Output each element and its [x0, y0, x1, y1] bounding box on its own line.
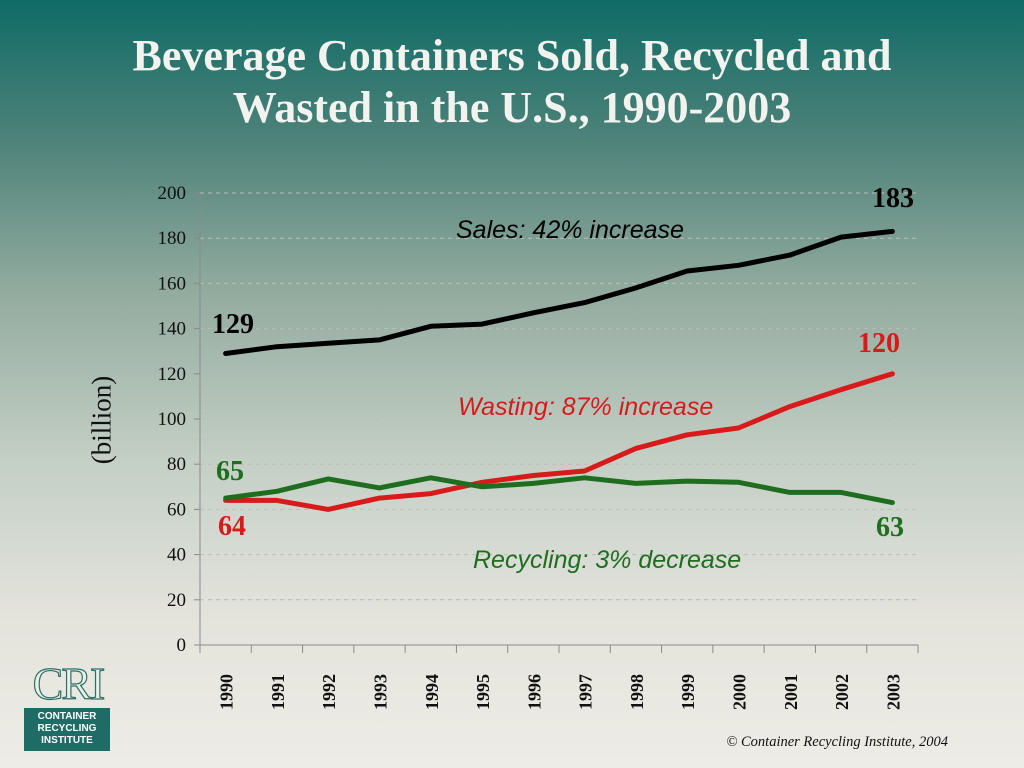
x-tick-label: 2002 [832, 674, 852, 710]
recycling-annotation: Recycling: 3% decrease [473, 546, 742, 574]
y-tick-label: 40 [167, 545, 186, 566]
y-tick-label: 180 [158, 228, 187, 249]
wasting-end-label: 120 [858, 328, 900, 359]
y-tick-label: 200 [158, 183, 187, 204]
x-tick-label: 1993 [371, 674, 391, 710]
y-tick-label: 0 [177, 635, 187, 656]
x-tick-label: 1997 [576, 674, 596, 710]
x-tick-label: 1998 [627, 674, 647, 710]
cri-logo-mark: CRI [32, 658, 106, 709]
y-tick-label: 20 [167, 590, 186, 611]
x-tick-label: 1999 [678, 674, 698, 710]
y-tick-label: 160 [158, 273, 187, 294]
sales-start-label: 129 [212, 309, 254, 340]
title-line-2: Wasted in the U.S., 1990-2003 [232, 83, 792, 132]
wasting-series-line [223, 371, 895, 512]
x-tick-label: 2001 [781, 674, 801, 710]
y-tick-label: 60 [167, 499, 186, 520]
x-tick-label: 1992 [319, 674, 339, 710]
x-tick-label: 1994 [422, 674, 442, 710]
x-tick-label: 2003 [883, 674, 903, 710]
sales-annotation: Sales: 42% increase [456, 216, 684, 244]
y-tick-label: 140 [158, 319, 187, 340]
recycling-series-line [223, 475, 895, 506]
recycling-start-label: 65 [216, 456, 244, 487]
title-line-1: Beverage Containers Sold, Recycled and [132, 31, 892, 80]
x-tick-label: 1991 [268, 674, 288, 710]
x-tick-label: 1995 [473, 674, 493, 710]
recycling-end-label: 63 [876, 512, 904, 543]
copyright-notice: © Container Recycling Institute, 2004 [726, 734, 948, 750]
logo-line-1: CONTAINER [37, 711, 97, 722]
sales-end-label: 183 [872, 183, 914, 214]
y-tick-label: 120 [158, 364, 187, 385]
wasting-annotation: Wasting: 87% increase [458, 393, 714, 421]
logo-line-3: INSTITUTE [41, 735, 93, 746]
page-title: Beverage Containers Sold, Recycled and W… [0, 30, 1024, 134]
x-tick-label: 1990 [217, 674, 237, 710]
wasting-start-label: 64 [218, 511, 246, 542]
x-axis-ticks: 1990 1991 1992 1993 1994 1995 1996 1997 1998 1999… [199, 645, 919, 710]
y-axis-label: (billion) [86, 375, 117, 465]
x-tick-label: 2000 [730, 674, 750, 710]
cri-logo-wordmark: CONTAINER RECYCLING INSTITUTE [24, 708, 110, 751]
logo-line-2: RECYCLING [37, 723, 97, 734]
series-lines [223, 228, 895, 512]
sales-series-line [223, 228, 895, 356]
x-tick-label: 1996 [524, 674, 544, 710]
y-axis-ticks: 0 20 40 60 80 100 120 140 160 180 200 [158, 183, 200, 656]
y-tick-label: 100 [158, 409, 187, 430]
y-tick-label: 80 [167, 454, 186, 475]
cri-logo: CRI CONTAINER RECYCLING INSTITUTE [24, 658, 112, 751]
